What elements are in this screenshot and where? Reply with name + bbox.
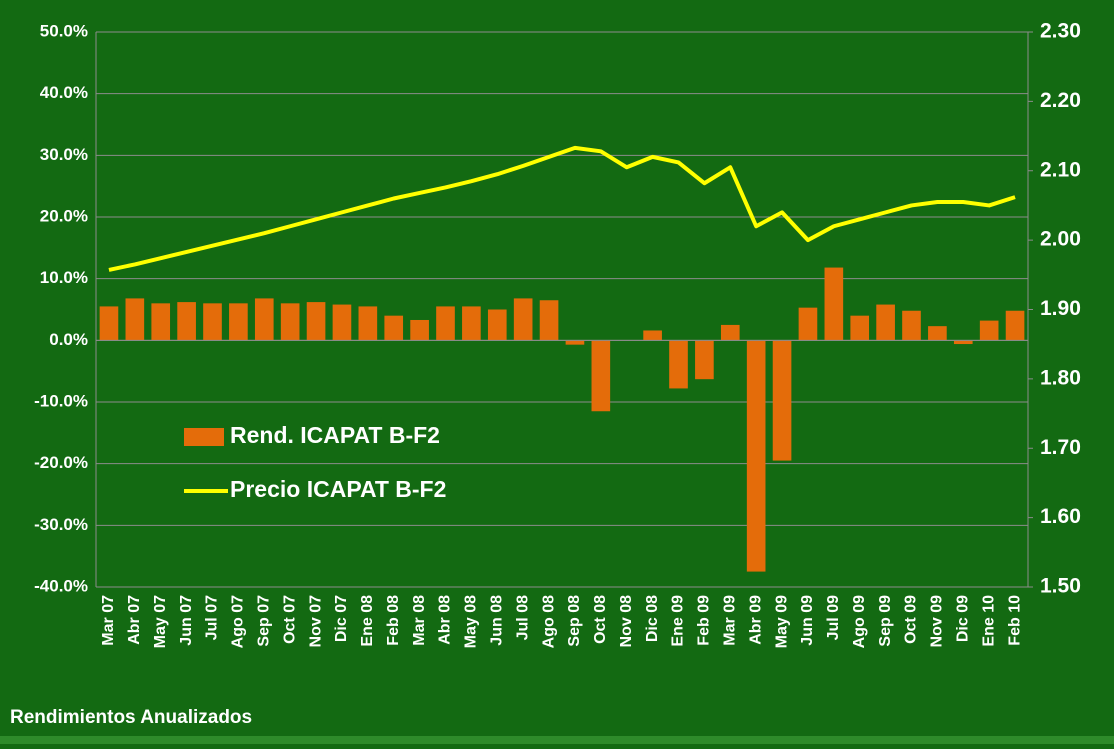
x-tick-label: Sep 09: [877, 595, 894, 647]
y2-tick-label: 2.20: [1040, 89, 1081, 112]
bar: [902, 310, 921, 341]
legend-swatch: [184, 428, 224, 446]
x-tick-label: Jul 09: [825, 595, 842, 640]
x-tick-label: Abr 07: [126, 595, 143, 645]
x-tick-label: Ene 10: [980, 595, 997, 647]
y-tick-label: 40.0%: [40, 83, 88, 102]
x-tick-label: Feb 09: [696, 595, 713, 646]
x-tick-label: Dic 08: [644, 595, 661, 642]
x-tick-label: May 07: [152, 595, 169, 648]
bar: [410, 319, 429, 341]
y2-tick-label: 2.10: [1040, 158, 1081, 181]
y-tick-label: -40.0%: [34, 576, 88, 595]
bar: [203, 303, 222, 341]
bar: [462, 306, 481, 341]
y-tick-label: -10.0%: [34, 391, 88, 410]
footer: Rendimientos Anualizados: [10, 707, 252, 728]
bar: [772, 340, 792, 461]
bar: [125, 298, 145, 341]
x-tick-label: Mar 08: [411, 595, 428, 646]
bar: [229, 303, 248, 341]
bar: [280, 303, 300, 341]
x-tick-label: Mar 07: [100, 595, 117, 646]
bar: [746, 340, 766, 572]
bar: [695, 340, 714, 380]
x-tick-label: May 09: [773, 595, 790, 648]
x-tick-label: Nov 09: [929, 595, 946, 648]
legend-label: Rend. ICAPAT B-F2: [230, 422, 440, 448]
price-line: [108, 145, 1016, 272]
bar: [177, 302, 196, 341]
y-tick-label: 0.0%: [49, 330, 88, 349]
x-tick-label: Nov 07: [307, 595, 324, 648]
bar: [306, 302, 326, 341]
x-tick-label: Jul 08: [514, 595, 531, 640]
bar: [436, 306, 455, 341]
x-tick-label: Oct 07: [281, 595, 298, 644]
x-tick-label: Dic 09: [954, 595, 971, 642]
bar: [850, 315, 870, 341]
x-tick-label: Feb 10: [1006, 595, 1023, 646]
bar: [1005, 310, 1025, 341]
bar: [565, 340, 585, 345]
x-tick-label: Sep 08: [566, 595, 583, 647]
x-tick-label: May 08: [463, 595, 480, 648]
y2-tick-label: 1.80: [1040, 366, 1081, 389]
y2-tick-label: 1.50: [1040, 575, 1081, 598]
bar: [332, 304, 352, 341]
x-tick-label: Ago 09: [851, 595, 868, 648]
bottom-strip: [0, 736, 1114, 744]
x-tick-label: Ago 08: [540, 595, 557, 648]
x-tick-label: Feb 08: [385, 595, 402, 646]
y-tick-label: 20.0%: [40, 206, 88, 225]
bar: [487, 309, 507, 341]
x-tick-label: Ago 07: [230, 595, 247, 648]
y-tick-label: -30.0%: [34, 515, 88, 534]
y2-tick-label: 2.30: [1040, 20, 1081, 43]
bar: [254, 298, 274, 341]
bar: [824, 267, 844, 341]
y-tick-label: 10.0%: [40, 268, 88, 287]
y2-tick-label: 1.60: [1040, 505, 1081, 528]
bar: [720, 324, 740, 341]
bar: [151, 303, 171, 341]
x-tick-label: Jun 08: [488, 595, 505, 646]
bar: [979, 320, 999, 341]
x-tick-label: Ene 09: [670, 595, 687, 647]
legend-label: Precio ICAPAT B-F2: [230, 476, 446, 502]
y2-tick-label: 2.00: [1040, 228, 1081, 251]
y-tick-label: 50.0%: [40, 21, 88, 40]
x-tick-label: Dic 07: [333, 595, 350, 642]
x-tick-label: Abr 08: [437, 595, 454, 645]
y-tick-label: 30.0%: [40, 145, 88, 164]
bar: [643, 330, 662, 341]
bar: [358, 306, 378, 341]
y2-tick-label: 1.70: [1040, 436, 1081, 459]
bar: [99, 306, 119, 341]
y-tick-label: -20.0%: [34, 453, 88, 472]
x-tick-label: Oct 08: [592, 595, 609, 644]
x-tick-label: Jul 07: [204, 595, 221, 640]
bar: [953, 340, 973, 345]
bar: [513, 298, 533, 341]
x-tick-label: Sep 07: [255, 595, 272, 647]
bar: [539, 300, 559, 341]
x-tick-label: Oct 09: [903, 595, 920, 644]
bar: [876, 304, 895, 341]
x-tick-label: Abr 09: [747, 595, 764, 645]
x-tick-label: Jun 07: [178, 595, 195, 646]
x-tick-label: Ene 08: [359, 595, 376, 647]
bar: [669, 340, 688, 389]
x-tick-label: Nov 08: [618, 595, 635, 648]
bar: [384, 315, 404, 341]
bar: [591, 340, 611, 412]
bar: [928, 326, 947, 341]
x-tick-label: Jun 09: [799, 595, 816, 646]
bar: [798, 307, 818, 341]
y2-tick-label: 1.90: [1040, 297, 1081, 320]
x-tick-label: Mar 09: [721, 595, 738, 646]
